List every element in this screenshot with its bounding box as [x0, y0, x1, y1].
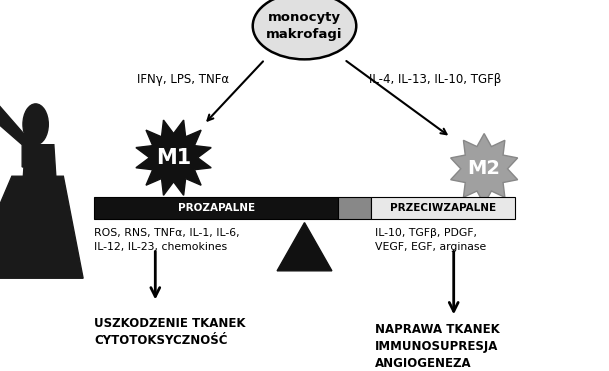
- Polygon shape: [22, 145, 57, 195]
- Text: PROZAPALNE: PROZAPALNE: [178, 203, 255, 213]
- Text: IL-4, IL-13, IL-10, TGFβ: IL-4, IL-13, IL-10, TGFβ: [369, 73, 502, 86]
- Ellipse shape: [253, 0, 356, 59]
- Polygon shape: [451, 134, 518, 204]
- Text: NAPRAWA TKANEK
IMMUNOSUPRESJA
ANGIOGENEZA: NAPRAWA TKANEK IMMUNOSUPRESJA ANGIOGENEZ…: [375, 323, 499, 370]
- Bar: [371, 197, 515, 219]
- Text: M2: M2: [468, 159, 501, 178]
- Polygon shape: [277, 223, 332, 271]
- Polygon shape: [0, 102, 35, 167]
- Polygon shape: [136, 120, 211, 195]
- Polygon shape: [22, 195, 37, 256]
- Text: ROS, RNS, TNFα, IL-1, IL-6,
IL-12, IL-23, chemokines: ROS, RNS, TNFα, IL-1, IL-6, IL-12, IL-23…: [94, 228, 240, 252]
- Text: IFNγ, LPS, TNFα: IFNγ, LPS, TNFα: [136, 73, 229, 86]
- Text: USZKODZENIE TKANEK
CYTOTOKSYCZNOŚĆ: USZKODZENIE TKANEK CYTOTOKSYCZNOŚĆ: [94, 317, 246, 347]
- Text: M1: M1: [156, 148, 191, 168]
- Text: PRZECIWZAPALNE: PRZECIWZAPALNE: [390, 203, 496, 213]
- Polygon shape: [0, 176, 83, 278]
- Ellipse shape: [23, 104, 48, 145]
- Polygon shape: [42, 195, 54, 256]
- Bar: [94, 197, 338, 219]
- Bar: [338, 197, 371, 219]
- Text: IL-10, TGFβ, PDGF,
VEGF, EGF, arginase: IL-10, TGFβ, PDGF, VEGF, EGF, arginase: [375, 228, 486, 252]
- Text: monocyty
makrofagi: monocyty makrofagi: [266, 11, 343, 41]
